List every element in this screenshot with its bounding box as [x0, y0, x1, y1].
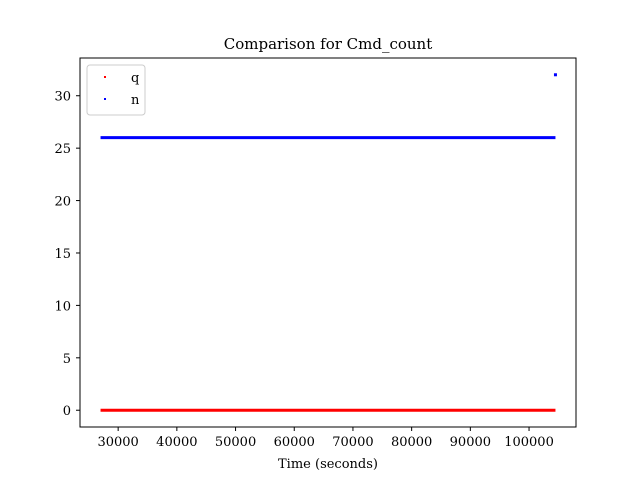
- x-tick-label-1: 40000: [156, 435, 197, 450]
- legend-label-n: n: [131, 93, 140, 108]
- legend-marker-n: [104, 98, 106, 100]
- axes: 30000 40000 50000 60000 70000 80000 90000 10000…: [54, 57, 577, 450]
- y-tick-label-6: 30: [54, 90, 71, 105]
- x-tick-label-7: 100000: [504, 435, 554, 450]
- x-tick-label-3: 60000: [274, 435, 315, 450]
- y-tick-label-1: 5: [63, 352, 71, 367]
- y-tick-label-2: 10: [54, 299, 71, 314]
- x-tick-label-2: 50000: [215, 435, 256, 450]
- chart-title: Comparison for Cmd_count: [224, 35, 433, 53]
- series-n-point-0: [553, 73, 557, 77]
- x-tick-label-6: 90000: [450, 435, 491, 450]
- series-n: [100, 73, 557, 140]
- x-tick-label-5: 80000: [391, 435, 432, 450]
- y-tick-label-5: 25: [54, 142, 71, 157]
- legend-box: [86, 64, 146, 116]
- y-tick-label-0: 0: [63, 404, 71, 419]
- x-tick-label-0: 30000: [97, 435, 138, 450]
- axes-frame: [79, 57, 577, 428]
- legend: qn: [86, 64, 146, 116]
- y-tick-label-3: 15: [54, 247, 71, 262]
- y-tick-label-4: 20: [54, 195, 71, 210]
- x-tick-label-4: 70000: [332, 435, 373, 450]
- legend-label-q: q: [131, 71, 139, 86]
- legend-marker-q: [104, 76, 106, 78]
- plot-area: [100, 73, 557, 412]
- x-axis-label: Time (seconds): [278, 457, 378, 472]
